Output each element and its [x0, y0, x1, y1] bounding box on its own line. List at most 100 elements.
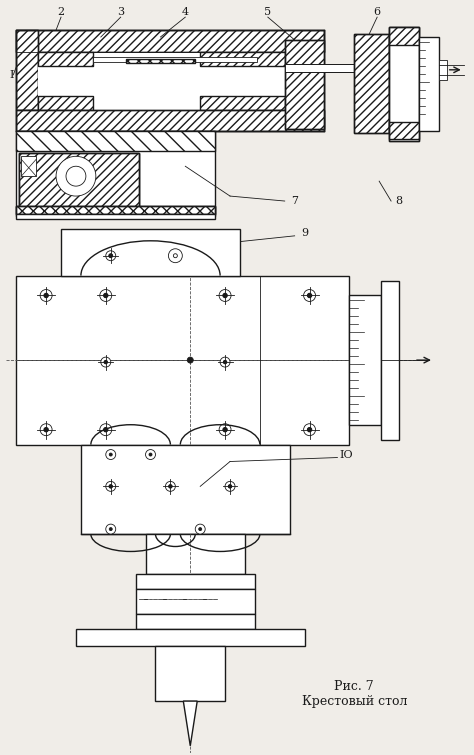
Circle shape — [66, 166, 86, 186]
Text: 6: 6 — [374, 7, 381, 17]
Circle shape — [219, 424, 231, 436]
Bar — [389, 122, 419, 140]
Bar — [16, 30, 38, 109]
Circle shape — [308, 294, 311, 297]
Bar — [16, 206, 215, 214]
Bar — [155, 646, 225, 701]
Text: 9: 9 — [301, 228, 308, 238]
Bar — [200, 96, 285, 109]
Circle shape — [224, 361, 227, 364]
Circle shape — [224, 361, 227, 364]
Circle shape — [104, 361, 107, 364]
Bar — [21, 156, 36, 176]
Bar — [136, 589, 255, 614]
Bar — [200, 96, 285, 109]
Bar — [19, 153, 138, 211]
Circle shape — [308, 428, 311, 431]
Bar — [93, 57, 257, 62]
Circle shape — [169, 485, 172, 488]
Circle shape — [56, 156, 96, 196]
Bar — [136, 614, 255, 628]
Circle shape — [100, 424, 112, 436]
Bar — [349, 295, 381, 425]
Text: 5: 5 — [264, 7, 272, 17]
Text: Рис. 7: Рис. 7 — [335, 680, 374, 692]
Bar — [16, 214, 215, 219]
Bar — [81, 445, 290, 534]
Circle shape — [45, 294, 48, 297]
Circle shape — [100, 289, 112, 301]
Bar — [389, 27, 419, 45]
Bar — [16, 30, 325, 52]
Circle shape — [109, 485, 112, 488]
Bar — [419, 37, 439, 131]
Circle shape — [304, 289, 316, 301]
Circle shape — [106, 449, 116, 460]
Circle shape — [219, 289, 231, 301]
Bar — [16, 131, 215, 151]
Bar — [16, 109, 325, 131]
Bar — [19, 153, 138, 211]
Text: 7: 7 — [291, 196, 298, 206]
Circle shape — [106, 524, 116, 534]
Circle shape — [104, 427, 108, 432]
Circle shape — [44, 294, 48, 297]
Bar — [61, 229, 240, 276]
Bar — [126, 59, 195, 63]
Bar — [16, 109, 325, 131]
Bar — [146, 534, 245, 574]
Bar — [389, 27, 419, 141]
Bar — [126, 59, 195, 63]
Circle shape — [199, 528, 202, 531]
Bar — [38, 96, 93, 109]
Text: 8: 8 — [395, 196, 402, 206]
Bar — [16, 206, 215, 214]
Bar — [354, 34, 389, 134]
Circle shape — [109, 528, 112, 531]
Bar — [439, 60, 447, 80]
Circle shape — [104, 294, 108, 297]
Bar — [19, 153, 138, 211]
Circle shape — [187, 357, 193, 363]
Bar — [16, 30, 325, 52]
Circle shape — [106, 251, 116, 260]
Polygon shape — [183, 701, 197, 746]
Circle shape — [40, 289, 52, 301]
Circle shape — [220, 357, 230, 367]
Circle shape — [101, 357, 111, 367]
Circle shape — [40, 424, 52, 436]
Text: Крестовый стол: Крестовый стол — [301, 695, 407, 707]
Bar — [285, 40, 325, 129]
Circle shape — [109, 254, 112, 257]
Circle shape — [308, 427, 311, 432]
Circle shape — [168, 248, 182, 263]
Circle shape — [109, 254, 113, 257]
Bar — [6, 17, 465, 221]
Circle shape — [149, 453, 152, 456]
Circle shape — [225, 482, 235, 492]
Circle shape — [104, 294, 108, 297]
Text: 3: 3 — [117, 7, 124, 17]
Bar — [16, 206, 215, 214]
Bar — [285, 64, 384, 72]
Bar — [16, 131, 215, 216]
Bar — [200, 52, 285, 66]
Circle shape — [228, 485, 231, 488]
Circle shape — [223, 427, 227, 432]
Bar — [16, 131, 215, 151]
Text: IO: IO — [339, 449, 353, 460]
Bar — [38, 60, 287, 109]
Circle shape — [195, 524, 205, 534]
Circle shape — [165, 482, 175, 492]
Circle shape — [104, 361, 107, 364]
Circle shape — [104, 428, 108, 431]
Bar — [16, 30, 38, 109]
Circle shape — [109, 485, 112, 488]
Circle shape — [223, 294, 227, 297]
Bar — [389, 27, 419, 141]
Bar — [76, 628, 305, 646]
Circle shape — [223, 294, 227, 297]
Circle shape — [173, 254, 177, 257]
Circle shape — [45, 428, 48, 431]
Circle shape — [109, 453, 112, 456]
